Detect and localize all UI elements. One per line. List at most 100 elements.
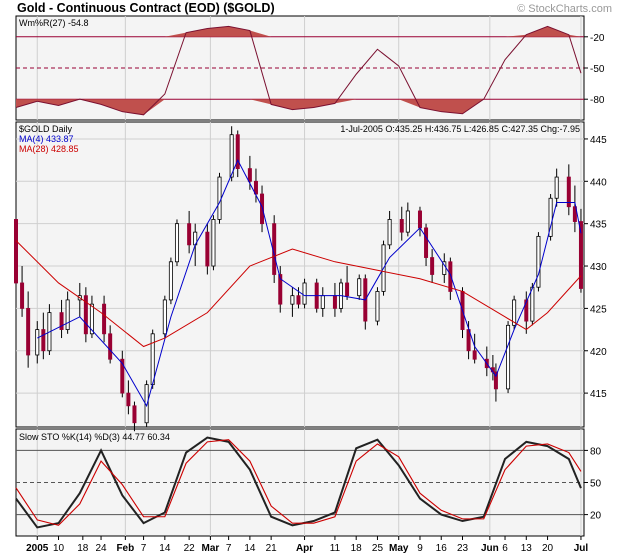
x-tick-label: Jun xyxy=(481,543,499,554)
candle-body xyxy=(278,274,283,305)
price-legend-ma-4-: MA(4) 433.87 xyxy=(19,134,74,144)
wr-y-tick-label: -50 xyxy=(590,64,605,75)
x-tick-label: 9 xyxy=(417,543,423,554)
candle-body xyxy=(108,333,113,360)
candle-body xyxy=(83,295,88,335)
sto-y-tick-label: 20 xyxy=(590,511,602,522)
x-tick-label: 24 xyxy=(95,543,107,554)
candle-body xyxy=(20,282,25,309)
price-y-tick-label: 435 xyxy=(590,220,607,231)
sto-legend: Slow STO %K(14) %D(3) 44.77 60.34 xyxy=(19,432,170,442)
candle-body xyxy=(399,219,404,233)
price-y-tick-label: 425 xyxy=(590,304,607,315)
candle-body xyxy=(572,206,577,222)
price-y-tick-label: 430 xyxy=(590,262,607,273)
sto-y-tick-label: 80 xyxy=(590,446,602,457)
series-line-ma-4- xyxy=(37,158,582,408)
candle-body xyxy=(512,299,517,326)
credit-label: © StockCharts.com xyxy=(517,3,612,15)
candle-body xyxy=(387,219,392,246)
candle-body xyxy=(448,261,453,292)
candle-body xyxy=(162,299,167,335)
x-tick-label: May xyxy=(389,543,409,554)
candle-body xyxy=(102,303,107,335)
candle-body xyxy=(126,392,131,407)
candle-body xyxy=(168,261,173,301)
candle-body xyxy=(554,176,559,199)
candle-body xyxy=(524,299,529,322)
candle-body xyxy=(247,168,252,182)
wr-line xyxy=(15,25,582,116)
x-tick-label: 10 xyxy=(53,543,65,554)
x-tick-label: 18 xyxy=(77,543,89,554)
x-tick-label: 7 xyxy=(141,543,147,554)
candle-body xyxy=(302,282,307,305)
sto-line-d xyxy=(15,439,582,526)
candle-body xyxy=(290,295,295,305)
candle-body xyxy=(41,329,46,352)
candle-body xyxy=(345,282,350,297)
candle-body xyxy=(174,223,179,263)
candle-body xyxy=(332,295,337,309)
candle-body xyxy=(205,231,210,267)
candle-body xyxy=(132,405,137,424)
x-tick-label: Jul xyxy=(574,543,589,554)
candle-body xyxy=(375,291,380,322)
candle-body xyxy=(417,210,422,229)
chart-title: Gold - Continuous Contract (EOD) ($GOLD) xyxy=(17,1,275,15)
candle-body xyxy=(150,333,155,386)
candle-body xyxy=(65,299,70,330)
price-info: 1-Jul-2005 O:435.25 H:436.75 L:426.85 C:… xyxy=(340,124,580,134)
x-tick-label: 20 xyxy=(542,543,554,554)
x-tick-label: 16 xyxy=(436,543,448,554)
x-tick-label: Apr xyxy=(296,543,313,554)
x-tick-label: 14 xyxy=(159,543,171,554)
candle-body xyxy=(578,221,583,289)
x-tick-label: 14 xyxy=(244,543,256,554)
candle-body xyxy=(187,223,192,246)
wr-y-tick-label: -80 xyxy=(590,95,605,106)
price-legend-ma-28-: MA(28) 428.85 xyxy=(19,144,79,154)
candle-body xyxy=(357,278,362,297)
wr-legend: Wm%R(27) -54.8 xyxy=(19,18,89,28)
x-tick-label: Mar xyxy=(201,543,219,554)
x-tick-label: 11 xyxy=(330,543,341,554)
x-tick-label: 2005 xyxy=(26,543,49,554)
x-tick-label: 22 xyxy=(184,543,196,554)
price-legend-title: $GOLD Daily xyxy=(19,124,73,134)
price-y-tick-label: 415 xyxy=(590,389,607,400)
candle-body xyxy=(430,257,435,275)
candle-body xyxy=(260,193,265,225)
price-y-tick-label: 445 xyxy=(590,135,607,146)
candle-body xyxy=(506,324,511,390)
sto-y-tick-label: 50 xyxy=(590,479,602,490)
candle-body xyxy=(566,176,571,208)
x-tick-label: 6 xyxy=(502,543,508,554)
candle-body xyxy=(548,197,553,237)
x-tick-label: Feb xyxy=(116,543,134,554)
candle-body xyxy=(13,219,18,284)
x-tick-label: 18 xyxy=(351,543,363,554)
x-tick-label: 13 xyxy=(521,543,533,554)
candle-body xyxy=(211,219,216,267)
x-tick-label: 25 xyxy=(372,543,384,554)
candle-body xyxy=(424,227,429,258)
candle-body xyxy=(217,176,222,220)
candle-body xyxy=(120,358,125,394)
candle-body xyxy=(229,134,234,178)
candle-body xyxy=(59,312,64,330)
candle-body xyxy=(35,329,40,356)
wr-y-tick-label: -20 xyxy=(590,33,605,44)
x-tick-label: 7 xyxy=(226,543,232,554)
candle-body xyxy=(26,307,31,356)
series-line-ma-28- xyxy=(15,240,582,348)
candle-body xyxy=(472,350,477,360)
candle-body xyxy=(530,286,535,322)
candle-body xyxy=(536,235,541,288)
wr-overbought-fill xyxy=(16,26,581,37)
price-y-tick-label: 440 xyxy=(590,177,607,188)
price-y-tick-label: 420 xyxy=(590,347,607,358)
x-tick-label: 21 xyxy=(266,543,278,554)
candle-body xyxy=(235,134,240,169)
